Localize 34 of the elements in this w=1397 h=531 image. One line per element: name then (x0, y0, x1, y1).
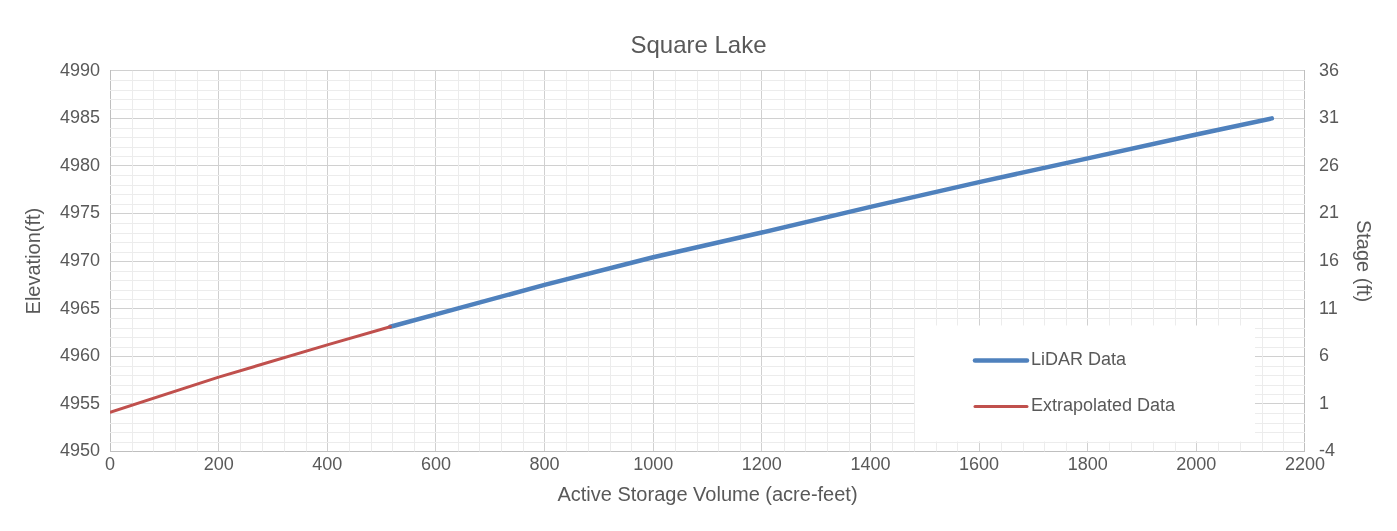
y2-tick-label: 1 (1318, 392, 1329, 413)
legend-label: LiDAR Data (1030, 349, 1127, 370)
y-axis-title: Elevation(ft) (21, 207, 44, 315)
y-tick-label: 4990 (60, 59, 101, 80)
y-tick-label: 4970 (60, 250, 101, 271)
y2-tick-label: 16 (1318, 250, 1340, 271)
x-tick-label: 1600 (959, 454, 1000, 475)
x-tick-label: 1000 (633, 454, 674, 475)
y-tick-label: 4955 (60, 392, 101, 413)
chart-title: Square Lake (630, 31, 767, 59)
x-tick-label: 1800 (1067, 454, 1108, 475)
x-tick-label: 800 (529, 454, 560, 475)
y-tick-label: 4950 (60, 440, 101, 461)
y-tick-label: 4985 (60, 107, 101, 128)
x-tick-label: 1400 (850, 454, 891, 475)
y2-tick-label: 26 (1318, 154, 1340, 175)
y-tick-label: 4980 (60, 154, 101, 175)
x-tick-label: 0 (105, 454, 116, 475)
x-tick-label: 200 (203, 454, 234, 475)
x-tick-label: 600 (420, 454, 451, 475)
x-axis-title: Active Storage Volume (acre-feet) (557, 482, 858, 505)
x-tick-label: 1200 (741, 454, 782, 475)
y-tick-label: 4975 (60, 202, 101, 223)
x-tick-label: 400 (312, 454, 343, 475)
y2-tick-label: 6 (1318, 345, 1329, 366)
y-tick-label: 4965 (60, 297, 101, 318)
x-tick-label: 2000 (1176, 454, 1217, 475)
y2-tick-label: 36 (1318, 59, 1340, 80)
y2-tick-label: 31 (1318, 107, 1340, 128)
y2-axis-title: Stage (ft) (1353, 219, 1376, 303)
legend-label: Extrapolated Data (1030, 395, 1177, 416)
y2-tick-label: 11 (1318, 297, 1338, 318)
y2-tick-label: 21 (1318, 202, 1340, 223)
y-tick-label: 4960 (60, 345, 101, 366)
